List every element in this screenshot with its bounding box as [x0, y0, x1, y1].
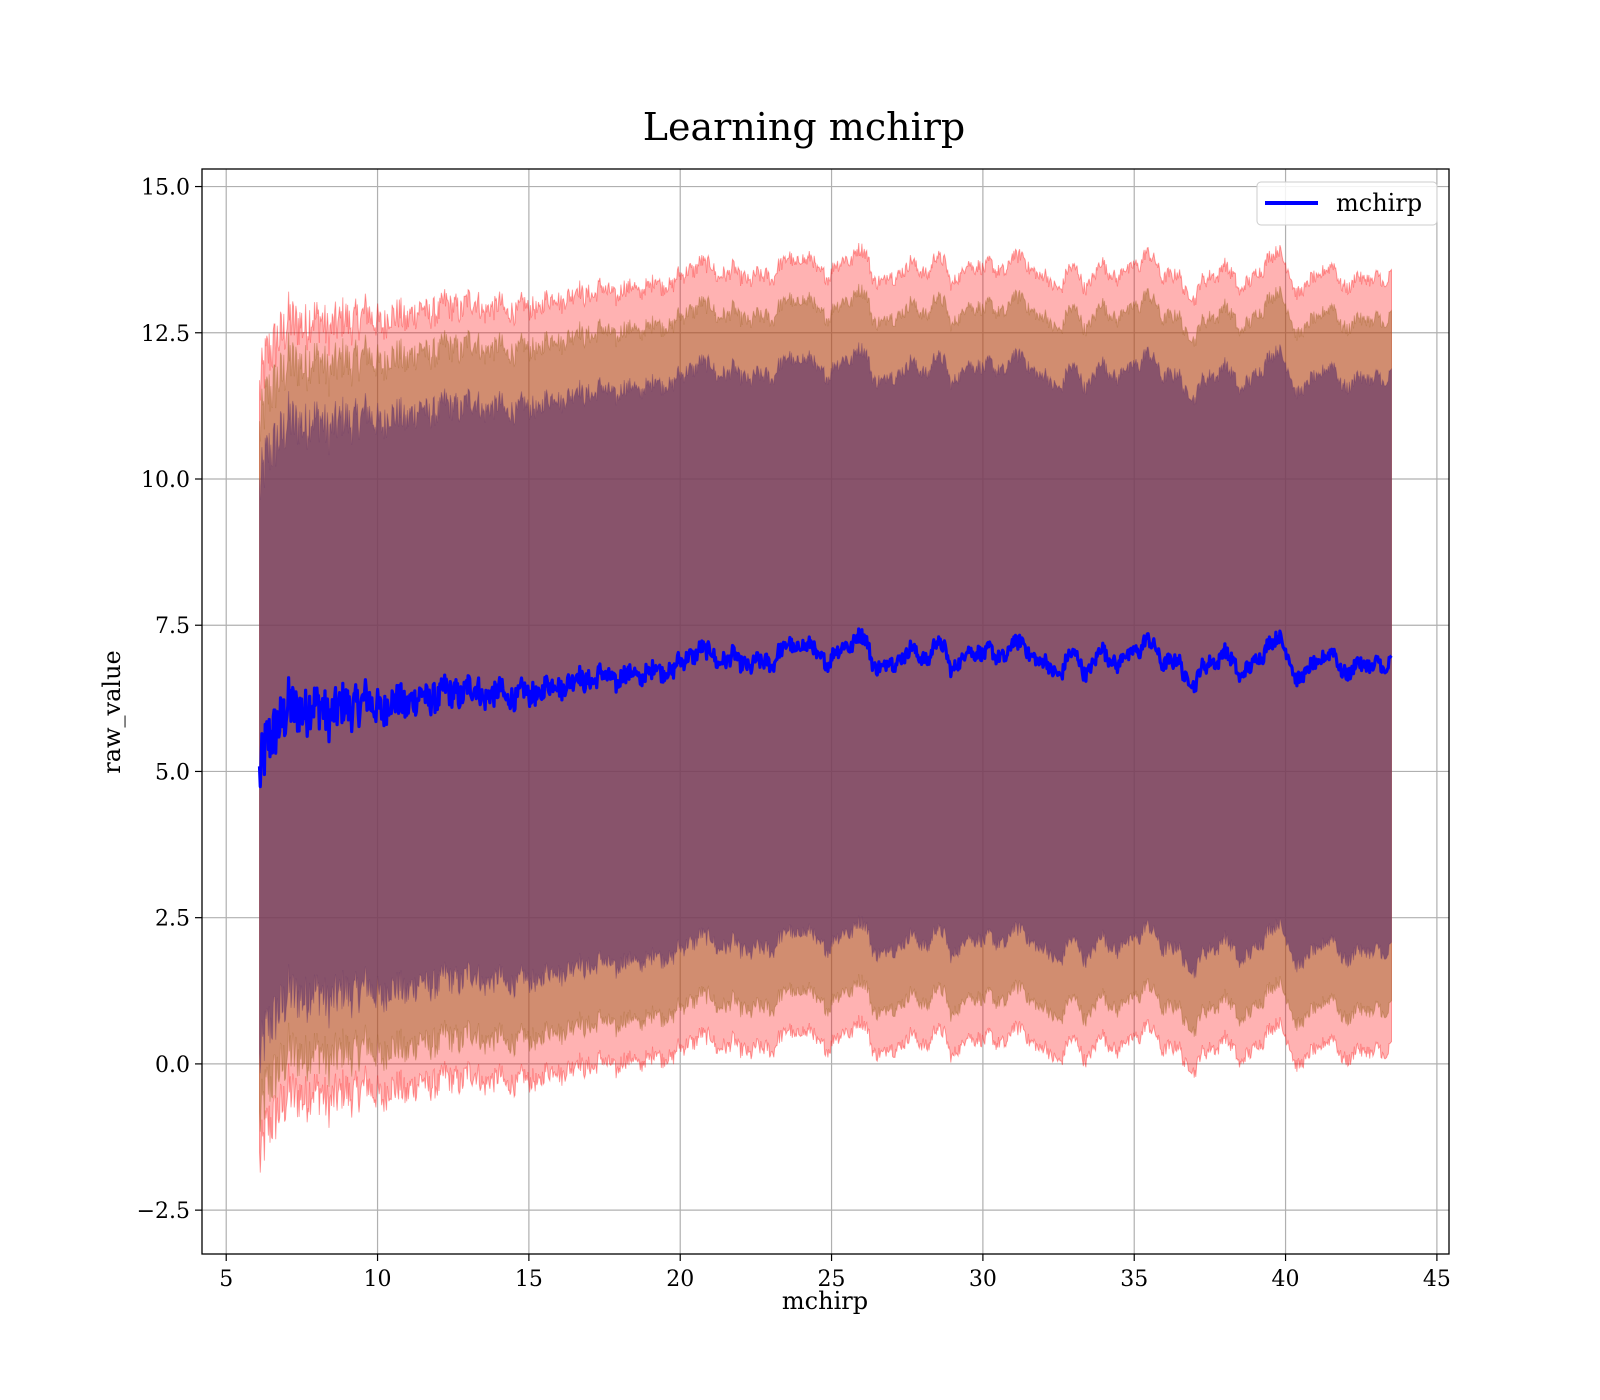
bands	[259, 242, 1392, 1173]
chart-title: Learning mchirp	[643, 105, 965, 149]
y-tick-label: 12.5	[141, 322, 190, 347]
series-layer	[257, 627, 1393, 789]
legend-box	[1256, 181, 1438, 226]
plot-frame	[201, 168, 1450, 1255]
confidence-band	[259, 342, 1392, 1074]
ticks: 5 10 15 20 25 30 35 40 45 −2.5 0.0 2.5 5.0 7.5 10.0 12.…	[137, 176, 1451, 1292]
legend: mchirp	[1256, 181, 1438, 226]
y-tick-label: 0.0	[155, 1053, 190, 1078]
y-tick-label: 10.0	[141, 468, 190, 493]
legend-label: mchirp	[1336, 189, 1422, 217]
x-tick-label: 15	[515, 1267, 543, 1292]
x-tick-label: 40	[1272, 1267, 1300, 1292]
x-tick-label: 35	[1120, 1267, 1148, 1292]
y-tick-label: −2.5	[137, 1199, 190, 1224]
y-axis-label: raw_value	[98, 650, 126, 774]
x-axis-label: mchirp	[782, 1287, 868, 1315]
y-tick-label: 2.5	[155, 907, 190, 932]
x-tick-label: 30	[969, 1267, 997, 1292]
x-tick-label: 5	[219, 1267, 233, 1292]
x-tick-label: 25	[818, 1267, 846, 1292]
y-tick-label: 5.0	[155, 760, 190, 785]
y-tick-label: 7.5	[155, 614, 190, 639]
x-tick-label: 20	[666, 1267, 694, 1292]
x-tick-label: 45	[1423, 1267, 1451, 1292]
y-tick-label: 15.0	[141, 176, 190, 201]
x-tick-label: 10	[364, 1267, 392, 1292]
series-line-mchirp	[257, 627, 1393, 789]
